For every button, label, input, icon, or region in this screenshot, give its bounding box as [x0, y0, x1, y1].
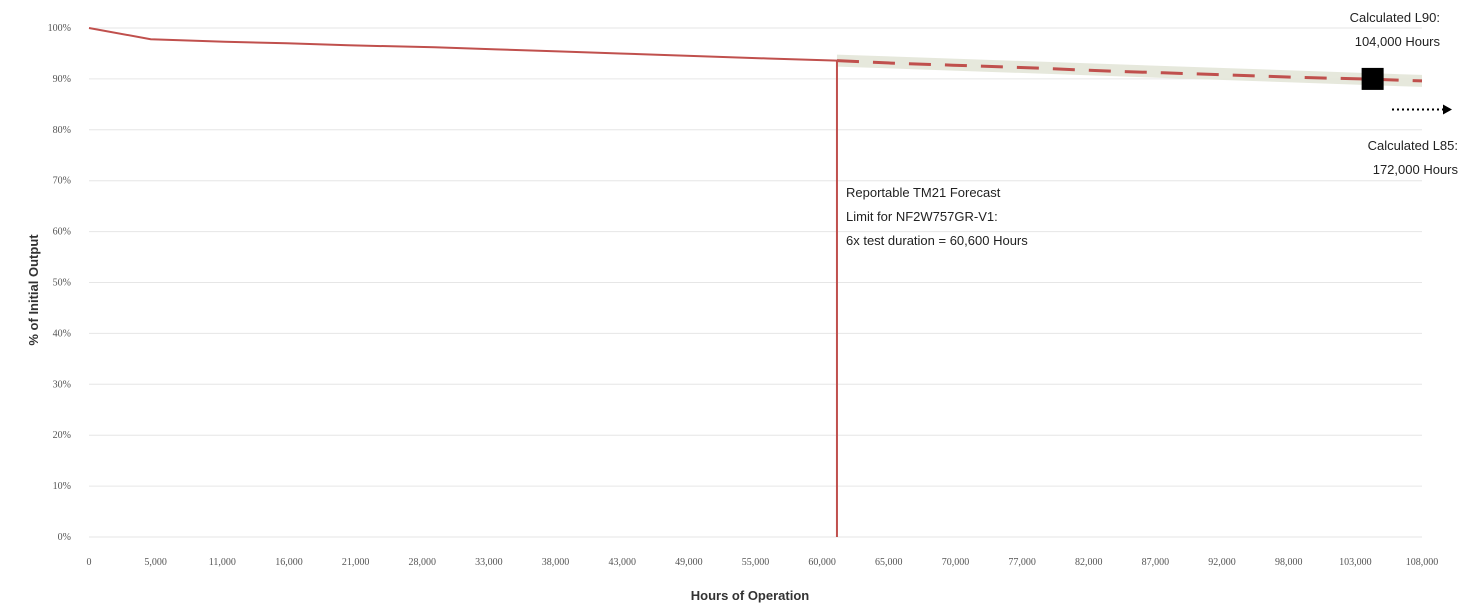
y-tick-label: 50%	[53, 278, 71, 289]
x-tick-label: 5,000	[144, 557, 167, 568]
l90-annotation-line: 104,000 Hours	[1355, 34, 1441, 49]
y-tick-label: 60%	[53, 227, 71, 238]
l90-annotation-line: Calculated L90:	[1350, 10, 1440, 25]
x-tick-label: 33,000	[475, 557, 503, 568]
x-tick-label: 11,000	[209, 557, 236, 568]
x-tick-label: 28,000	[409, 557, 437, 568]
y-tick-label: 80%	[53, 125, 71, 136]
x-tick-label: 43,000	[608, 557, 636, 568]
y-tick-label: 100%	[48, 23, 71, 34]
x-tick-label: 98,000	[1275, 557, 1303, 568]
y-axis-title: % of Initial Output	[26, 234, 41, 346]
x-tick-label: 55,000	[742, 557, 770, 568]
x-tick-label: 82,000	[1075, 557, 1103, 568]
x-tick-label: 38,000	[542, 557, 570, 568]
annotations: Reportable TM21 Forecast Limit for NF2W75…	[846, 10, 1458, 248]
y-tick-label: 40%	[53, 328, 71, 339]
x-tick-label: 77,000	[1008, 557, 1036, 568]
y-tick-label: 30%	[53, 379, 71, 390]
y-tick-label: 10%	[53, 481, 71, 492]
y-tick-labels: 0% 10% 20% 30% 40% 50% 60% 70% 80% 90% 100%	[48, 23, 71, 543]
x-tick-label: 70,000	[942, 557, 970, 568]
x-tick-label: 21,000	[342, 557, 370, 568]
x-tick-label: 92,000	[1208, 557, 1236, 568]
grid-layer	[89, 27, 1422, 538]
y-tick-label: 0%	[58, 532, 71, 543]
x-tick-label: 65,000	[875, 557, 903, 568]
x-tick-labels: 0 5,000 11,000 16,000 21,000 28,000 33,000 38,0…	[87, 557, 1439, 568]
x-tick-label: 0	[87, 557, 92, 568]
l85-annotation-line: 172,000 Hours	[1373, 162, 1459, 177]
x-tick-label: 16,000	[275, 557, 303, 568]
marker-layer	[1361, 67, 1452, 115]
x-tick-label: 87,000	[1142, 557, 1170, 568]
tm21-annotation-line: 6x test duration = 60,600 Hours	[846, 233, 1028, 248]
l90-marker	[1361, 67, 1384, 90]
tm21-annotation-line: Reportable TM21 Forecast	[846, 185, 1001, 200]
y-tick-label: 90%	[53, 74, 71, 85]
projected-series-line	[836, 59, 1423, 83]
y-tick-label: 20%	[53, 430, 71, 441]
x-tick-label: 49,000	[675, 557, 703, 568]
tm21-annotation-line: Limit for NF2W757GR-V1:	[846, 209, 998, 224]
series-layer	[88, 27, 1423, 83]
x-tick-label: 108,000	[1406, 557, 1439, 568]
x-tick-label: 103,000	[1339, 557, 1372, 568]
y-tick-label: 70%	[53, 176, 71, 187]
x-tick-label: 60,000	[808, 557, 836, 568]
arrow-head	[1443, 104, 1452, 115]
l85-annotation-line: Calculated L85:	[1368, 138, 1458, 153]
x-axis-title: Hours of Operation	[691, 588, 810, 603]
measured-series-line	[88, 27, 838, 62]
